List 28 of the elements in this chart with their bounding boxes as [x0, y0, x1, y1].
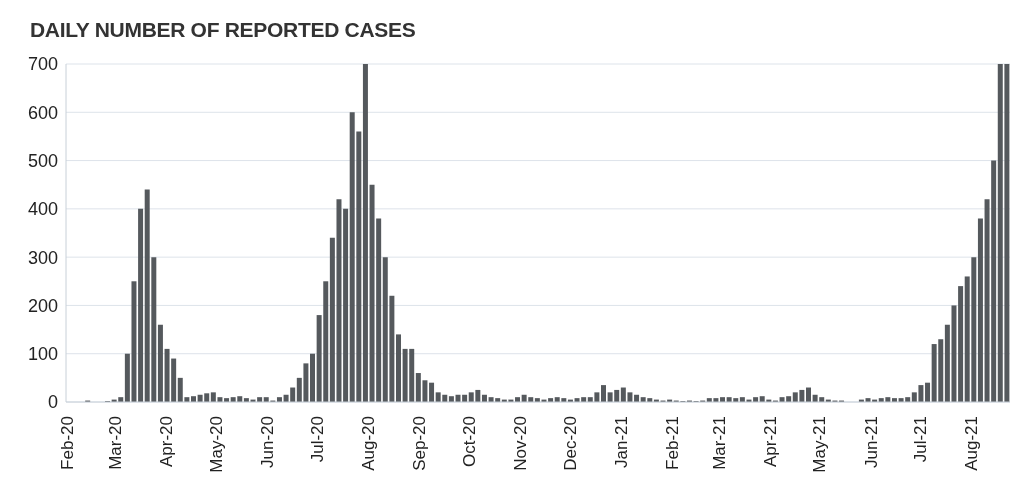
x-tick-label: Nov-20: [511, 416, 531, 471]
x-tick-label: Feb-21: [663, 416, 683, 470]
x-tick-label: Aug-21: [962, 416, 982, 471]
x-tick-label: Jul-21: [911, 416, 931, 463]
x-tick-label: Oct-20: [459, 416, 479, 468]
x-tick-label: Mar-21: [709, 416, 729, 470]
y-tick-label: 600: [27, 102, 58, 123]
x-tick-label: May-20: [206, 416, 226, 473]
y-tick-label: 700: [27, 54, 58, 75]
x-tick-label: Apr-20: [157, 416, 177, 468]
y-tick-label: 500: [27, 150, 58, 171]
x-tick-label: May-21: [810, 416, 830, 473]
x-tick-label: Feb-20: [58, 416, 78, 470]
chart-title: DAILY NUMBER OF REPORTED CASES: [29, 17, 417, 43]
x-tick-label: Apr-21: [760, 416, 780, 468]
x-tick-label: Jan-21: [611, 416, 631, 468]
x-tick-label: Dec-20: [560, 416, 580, 471]
x-tick-label: Jun-20: [258, 416, 278, 468]
y-tick-label: 0: [47, 392, 58, 413]
x-tick-label: Jun-21: [861, 416, 881, 468]
x-tick-label: Mar-20: [106, 416, 126, 470]
x-tick-label: Sep-20: [410, 416, 430, 471]
x-tick-label: Aug-20: [359, 416, 379, 471]
y-tick-label: 300: [27, 247, 58, 268]
x-tick-label: Jul-20: [307, 416, 327, 463]
y-tick-label: 200: [27, 295, 58, 316]
y-tick-label: 400: [27, 199, 58, 220]
y-tick-label: 100: [27, 344, 58, 365]
